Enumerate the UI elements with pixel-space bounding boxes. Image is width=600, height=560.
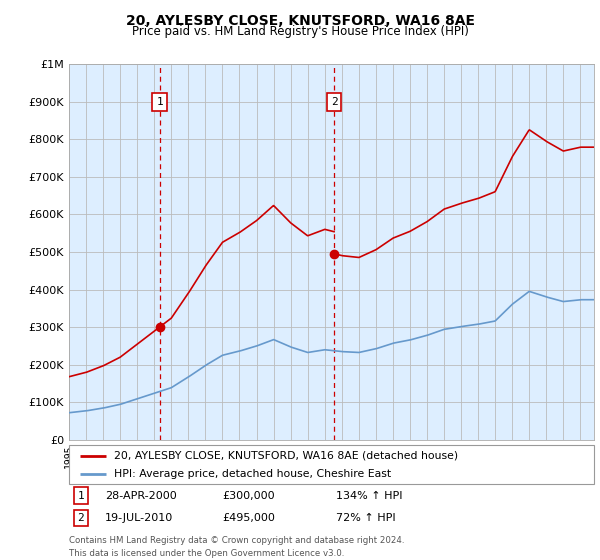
Text: This data is licensed under the Open Government Licence v3.0.: This data is licensed under the Open Gov… (69, 549, 344, 558)
Text: 20, AYLESBY CLOSE, KNUTSFORD, WA16 8AE: 20, AYLESBY CLOSE, KNUTSFORD, WA16 8AE (125, 14, 475, 28)
FancyBboxPatch shape (69, 445, 594, 484)
Text: £495,000: £495,000 (222, 513, 275, 523)
Text: Contains HM Land Registry data © Crown copyright and database right 2024.: Contains HM Land Registry data © Crown c… (69, 536, 404, 545)
Text: HPI: Average price, detached house, Cheshire East: HPI: Average price, detached house, Ches… (113, 469, 391, 479)
Text: Price paid vs. HM Land Registry's House Price Index (HPI): Price paid vs. HM Land Registry's House … (131, 25, 469, 38)
Text: 28-APR-2000: 28-APR-2000 (105, 491, 177, 501)
Text: 1: 1 (157, 97, 163, 107)
Text: 1: 1 (77, 491, 85, 501)
Text: £300,000: £300,000 (222, 491, 275, 501)
Text: 72% ↑ HPI: 72% ↑ HPI (336, 513, 395, 523)
Text: 2: 2 (331, 97, 337, 107)
Text: 19-JUL-2010: 19-JUL-2010 (105, 513, 173, 523)
Text: 134% ↑ HPI: 134% ↑ HPI (336, 491, 403, 501)
Text: 20, AYLESBY CLOSE, KNUTSFORD, WA16 8AE (detached house): 20, AYLESBY CLOSE, KNUTSFORD, WA16 8AE (… (113, 451, 458, 461)
Text: 2: 2 (77, 513, 85, 523)
